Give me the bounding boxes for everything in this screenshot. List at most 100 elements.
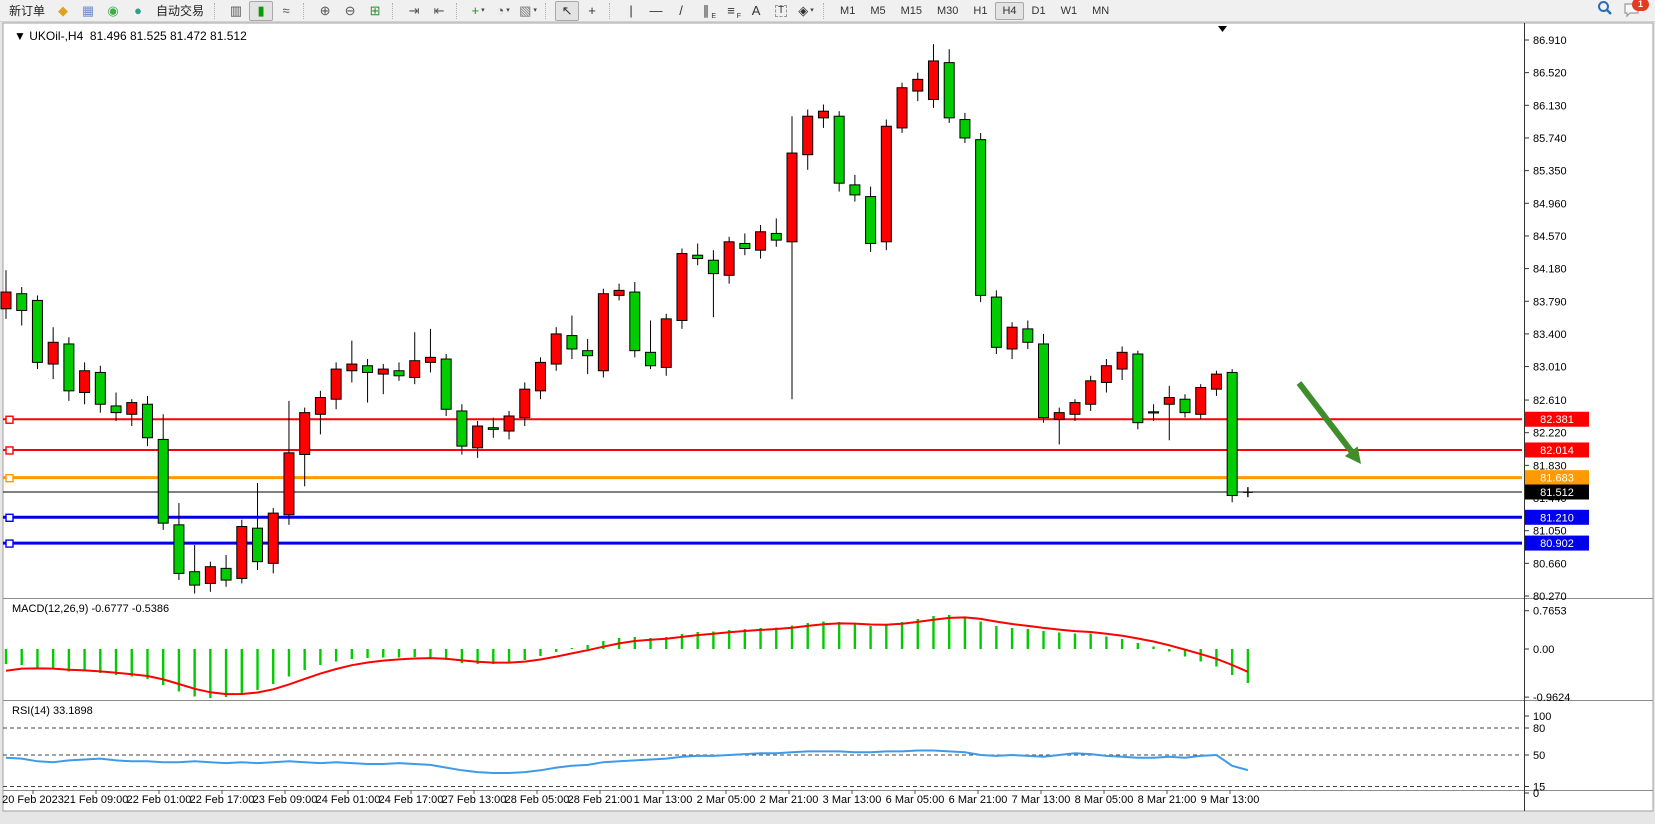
svg-text:15: 15 [1533,782,1545,794]
svg-text:2 Mar 21:00: 2 Mar 21:00 [760,794,819,806]
svg-text:83.790: 83.790 [1533,296,1567,308]
svg-text:28 Feb 21:00: 28 Feb 21:00 [568,794,633,806]
svg-text:8 Mar 21:00: 8 Mar 21:00 [1138,794,1197,806]
svg-text:82.014: 82.014 [1540,445,1574,457]
tf-m15[interactable]: M15 [900,4,922,17]
zoom-out-icon[interactable]: ⊖ [344,3,356,18]
templates-icon[interactable]: ▧ ▾ [519,3,537,18]
tf-mn[interactable]: MN [1092,4,1110,17]
chart-window-frame [2,22,1654,812]
svg-text:0: 0 [1533,788,1539,800]
svg-text:22 Feb 17:00: 22 Feb 17:00 [190,794,255,806]
svg-text:0.7653: 0.7653 [1533,606,1567,618]
svg-text:1 Mar 13:00: 1 Mar 13:00 [634,794,693,806]
tf-h4[interactable]: H4 [995,1,1024,20]
cursor-icon[interactable]: ↖ [555,0,580,21]
chat-icon[interactable]: 1 [1623,0,1649,20]
svg-text:80.902: 80.902 [1540,538,1574,550]
svg-text:3 Mar 13:00: 3 Mar 13:00 [823,794,882,806]
crosshair-icon[interactable]: + [588,3,596,18]
svg-text:80.660: 80.660 [1533,558,1567,570]
svg-text:24 Feb 01:00: 24 Feb 01:00 [316,794,381,806]
candles[interactable] [0,44,1253,594]
svg-text:85.740: 85.740 [1533,133,1567,145]
line-handle [5,415,14,424]
autoscroll-icon[interactable]: ⇤ [433,3,445,18]
rsi-line [5,749,1249,774]
svg-text:81.050: 81.050 [1533,526,1567,538]
collapse-triangle-icon[interactable]: ▼ [14,29,26,43]
fibonacci-icon[interactable]: ≡ F [727,3,742,20]
svg-text:81.210: 81.210 [1540,512,1574,524]
new-order-button[interactable]: 新订单 [9,4,46,18]
svg-text:20 Feb 2023: 20 Feb 2023 [2,794,64,806]
svg-text:8 Mar 05:00: 8 Mar 05:00 [1075,794,1134,806]
tf-m30[interactable]: M30 [937,4,959,17]
tile-windows-icon[interactable]: ⊞ [369,3,381,18]
text-label-icon[interactable]: T [769,1,793,21]
search-icon[interactable] [1597,0,1613,21]
toolbar-right: 1 [1597,0,1655,21]
macd-label: MACD(12,26,9) -0.6777 -0.5386 [12,603,170,615]
horizontal-line-icon[interactable]: — [649,3,663,18]
svg-text:80: 80 [1533,723,1545,735]
svg-text:2 Mar 05:00: 2 Mar 05:00 [697,794,756,806]
svg-text:82.220: 82.220 [1533,428,1567,440]
macd-signal-line [5,616,1249,696]
svg-text:83.400: 83.400 [1533,329,1567,341]
periods-icon[interactable]: ◔ ▾ [496,3,510,18]
autotrade-button[interactable]: 自动交易 [156,4,205,18]
vertical-line-icon[interactable]: | [629,3,633,18]
bar-chart-icon[interactable]: ▥ [229,3,243,18]
toolbar-separator [392,2,397,19]
macd-pane[interactable]: 0.7653 0.00 -0.9624 [4,606,1570,704]
market-watch-icon[interactable]: ▦ [81,3,95,18]
line-handle [5,446,14,455]
toolbar-separator [545,2,550,19]
indicators-icon[interactable]: + ▾ [471,3,485,18]
svg-text:28 Feb 05:00: 28 Feb 05:00 [505,794,570,806]
line-handle [5,473,14,483]
chat-badge: 1 [1632,0,1649,11]
svg-text:84.570: 84.570 [1533,231,1567,243]
autotrade-globe-icon[interactable]: ● [134,3,142,18]
symbol-period-label: UKOil-,H4 [29,29,84,43]
svg-text:84.960: 84.960 [1533,198,1567,210]
ohlc-values: 81.496 81.525 81.472 81.512 [89,29,247,43]
toolbar-separator [214,2,219,19]
equidistant-channel-icon[interactable]: ∥ E [702,3,717,20]
tf-w1[interactable]: W1 [1060,4,1078,17]
svg-text:85.350: 85.350 [1533,166,1567,178]
svg-text:50: 50 [1533,750,1545,762]
tf-d1[interactable]: D1 [1031,4,1046,17]
svg-text:81.830: 81.830 [1533,460,1567,472]
tf-m5[interactable]: M5 [870,4,886,17]
svg-text:23 Feb 09:00: 23 Feb 09:00 [253,794,318,806]
svg-text:7 Mar 13:00: 7 Mar 13:00 [1012,794,1071,806]
text-icon[interactable]: A [751,3,761,18]
svg-text:100: 100 [1533,711,1551,723]
svg-text:83.010: 83.010 [1533,362,1567,374]
svg-text:81.683: 81.683 [1540,473,1574,485]
price-line-badges: 82.381 82.014 81.683 81.512 81.210 80.902 [1525,411,1589,551]
arrows-icon[interactable]: ◈ ▾ [798,3,814,18]
candlestick-chart-icon[interactable]: ▮ [249,0,274,21]
arrow-annotation-head[interactable] [1344,446,1361,464]
signals-icon[interactable]: ◉ [107,3,119,18]
tf-h1[interactable]: H1 [973,4,988,17]
chart-shift-icon[interactable]: ⇥ [408,3,420,18]
order-history-icon[interactable]: ◆ [58,3,69,18]
series-end-triangle-icon [1218,26,1227,32]
svg-text:6 Mar 21:00: 6 Mar 21:00 [949,794,1008,806]
zoom-in-icon[interactable]: ⊕ [319,3,331,18]
tf-m1[interactable]: M1 [840,4,856,17]
line-chart-icon[interactable]: ≈ [282,3,290,18]
chart-window-title: ▼ UKOil-,H4 81.496 81.525 81.472 81.512 [14,29,247,43]
trendline-icon[interactable]: / [679,3,683,18]
svg-text:21 Feb 09:00: 21 Feb 09:00 [64,794,129,806]
svg-text:84.180: 84.180 [1533,264,1567,276]
arrow-annotation[interactable] [1296,381,1354,454]
